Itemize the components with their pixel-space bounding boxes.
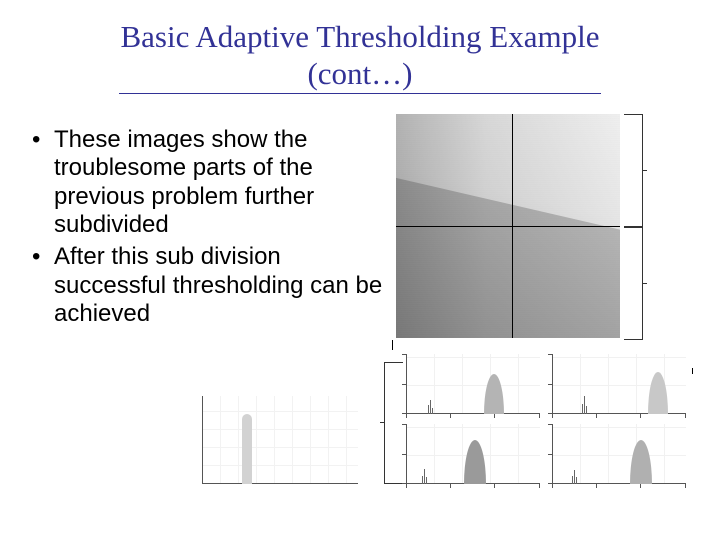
slide-title: Basic Adaptive Thresholding Example (con…: [119, 18, 602, 94]
histogram-grid: [392, 354, 700, 486]
histogram-panel: [406, 354, 540, 414]
mini-marker: [392, 340, 393, 350]
bullet-2a: After this sub division successful thres…: [54, 243, 382, 298]
zoom-histogram-panel: [202, 396, 358, 484]
image-horizontal-divider: [396, 226, 620, 227]
bullet-list: These images show the troublesome parts …: [32, 126, 392, 332]
histogram-panel: [406, 424, 540, 484]
mini-marker-right: [692, 368, 693, 374]
title-wrap: Basic Adaptive Thresholding Example (con…: [0, 18, 720, 94]
histogram-panel: [552, 354, 686, 414]
bullet-2b: achieved: [54, 300, 150, 327]
brace-top-right: [624, 114, 643, 227]
brace-bottom-right: [624, 227, 643, 340]
title-line-2: (cont…): [307, 56, 412, 91]
bullet-1: These images show the troublesome parts …: [32, 126, 392, 239]
slide: Basic Adaptive Thresholding Example (con…: [0, 0, 720, 540]
bullet-2: After this sub division successful thres…: [32, 243, 392, 328]
histogram-panel: [552, 424, 686, 484]
title-line-1: Basic Adaptive Thresholding Example: [121, 19, 600, 54]
figure-area: [392, 114, 702, 494]
